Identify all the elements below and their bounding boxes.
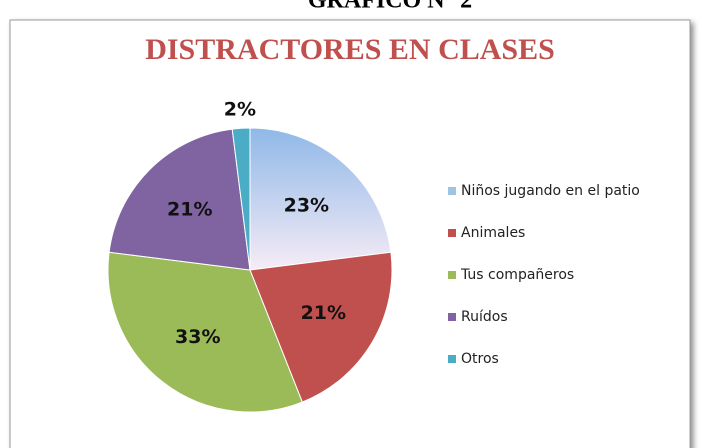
- legend-swatch: [448, 229, 456, 237]
- legend-label: Ruídos: [461, 309, 508, 325]
- pie-slice: [249, 251, 393, 403]
- legend-swatch: [448, 271, 456, 279]
- legend-swatch: [448, 355, 456, 363]
- data-label: 21%: [301, 302, 346, 324]
- legend-swatch: [448, 313, 456, 321]
- legend-label: Niños jugando en el patio: [461, 183, 640, 199]
- pie-slice: [108, 128, 251, 271]
- data-label: 21%: [167, 198, 212, 220]
- legend-swatch: [448, 187, 456, 195]
- pie-slice: [107, 251, 303, 413]
- heading: GRÁFICO N° 2: [308, 0, 472, 14]
- data-label: 2%: [224, 98, 256, 120]
- chart-title: DISTRACTORES EN CLASES: [145, 33, 555, 66]
- pie-slice: [231, 127, 251, 271]
- legend-label: Tus compañeros: [460, 267, 574, 283]
- data-label: 23%: [284, 195, 329, 217]
- data-label: 33%: [175, 326, 220, 348]
- legend-label: Otros: [461, 351, 499, 367]
- legend-label: Animales: [461, 225, 525, 241]
- pie-slice: [249, 127, 392, 271]
